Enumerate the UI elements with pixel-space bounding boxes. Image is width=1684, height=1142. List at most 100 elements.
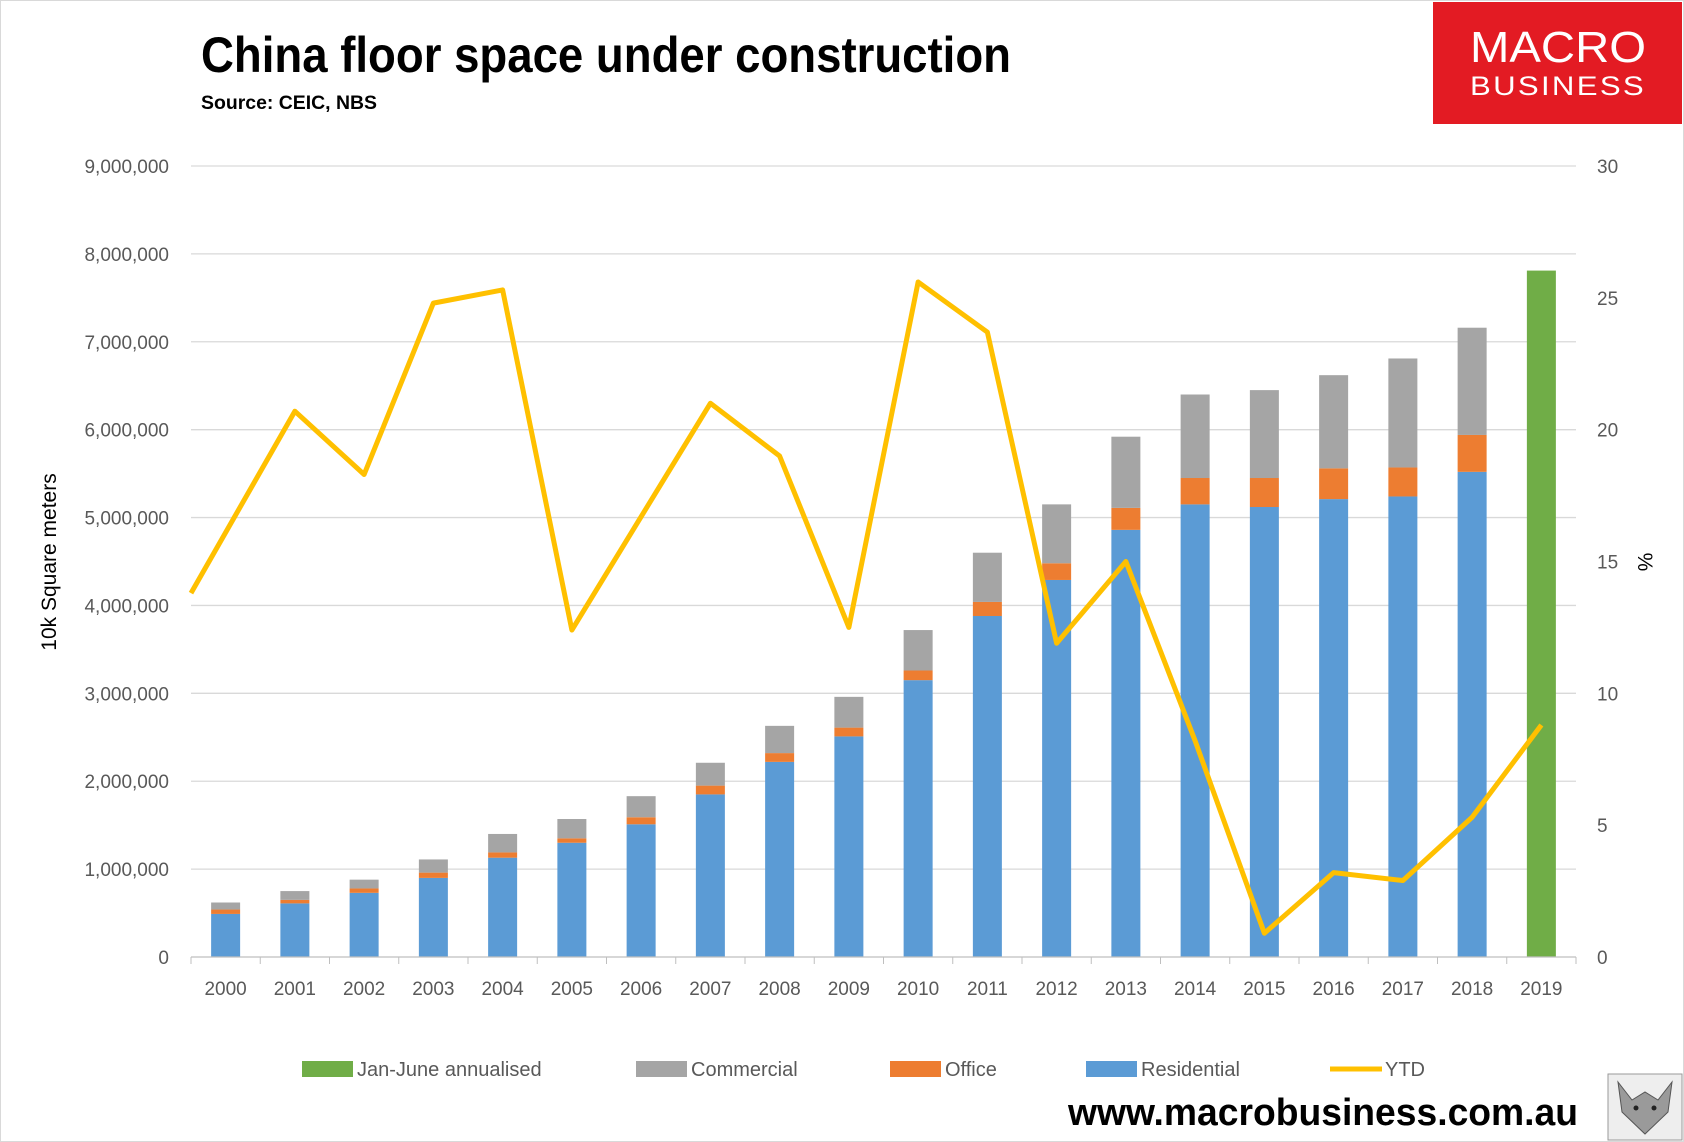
bar-commercial-2004 — [488, 833, 518, 853]
bar-commercial-2012 — [1042, 504, 1072, 564]
legend-label: Residential — [1141, 1059, 1240, 1081]
legend-swatch-office — [890, 1061, 941, 1077]
wolf-logo-image — [1607, 1073, 1683, 1141]
y-tick-label: 0 — [158, 948, 169, 969]
x-tick-label: 2011 — [967, 979, 1008, 1000]
bar-office-2013 — [1111, 507, 1141, 530]
legend-swatch-commercial — [636, 1061, 687, 1077]
bar-commercial-2002 — [349, 879, 379, 889]
bar-residential-2001 — [280, 903, 310, 957]
bar-commercial-2008 — [765, 725, 795, 754]
bar-commercial-2005 — [557, 819, 587, 839]
bar-residential-2009 — [834, 736, 864, 957]
logo-text-business: BUSINESS — [1470, 71, 1646, 101]
x-tick-label: 2010 — [897, 979, 939, 1000]
bar-commercial-2013 — [1111, 436, 1141, 508]
legend-label: Office — [945, 1059, 997, 1081]
wolf-eye-icon — [1633, 1105, 1639, 1111]
y-tick-label: 7,000,000 — [84, 333, 169, 354]
bar-commercial-2014 — [1180, 394, 1210, 479]
bar-jan-june-annualised-2019 — [1526, 270, 1556, 957]
legend-label: Commercial — [691, 1059, 798, 1081]
x-tick-label: 2004 — [481, 979, 524, 1000]
x-tick-label: 2013 — [1105, 979, 1147, 1000]
y-tick-label: 1,000,000 — [84, 860, 169, 881]
y-tick-label: 8,000,000 — [84, 245, 169, 266]
y-tick-label: 9,000,000 — [84, 157, 169, 178]
bar-office-2011 — [972, 601, 1002, 616]
bar-commercial-2001 — [280, 891, 310, 900]
y-tick-label: 4,000,000 — [84, 596, 169, 617]
y-axis-title: 10k Square meters — [38, 473, 61, 650]
bar-commercial-2018 — [1457, 327, 1487, 435]
y2-tick-label: 0 — [1597, 948, 1608, 969]
bar-office-2010 — [903, 670, 933, 681]
y-tick-label: 2,000,000 — [84, 772, 169, 793]
bar-office-2005 — [557, 838, 587, 843]
y2-tick-label: 25 — [1597, 289, 1618, 310]
bar-office-2014 — [1180, 478, 1210, 505]
x-tick-label: 2005 — [551, 979, 593, 1000]
x-tick-label: 2001 — [274, 979, 316, 1000]
ytd-line-group — [188, 279, 1544, 936]
bar-office-2002 — [349, 888, 379, 893]
x-tick-label: 2019 — [1520, 979, 1562, 1000]
bar-office-2008 — [765, 753, 795, 762]
bar-office-2017 — [1388, 467, 1418, 497]
bar-office-2016 — [1319, 468, 1349, 500]
bar-residential-2010 — [903, 680, 933, 957]
y2-tick-label: 15 — [1597, 553, 1618, 574]
bar-residential-2005 — [557, 842, 587, 957]
bar-commercial-2017 — [1388, 358, 1418, 468]
y-tick-label: 5,000,000 — [84, 509, 169, 530]
macrobusiness-logo: MACRO BUSINESS — [1433, 2, 1682, 124]
bar-office-2004 — [488, 852, 518, 858]
x-tick-label: 2014 — [1174, 979, 1217, 1000]
left-axis: 0 1,000,000 2,000,000 3,000,000 4,000,000 5,0… — [84, 157, 169, 969]
chart-title: China floor space under construction — [201, 27, 1011, 83]
bar-residential-2000 — [211, 913, 241, 957]
bar-commercial-2015 — [1249, 390, 1279, 479]
bar-residential-2015 — [1249, 507, 1279, 957]
wolf-eye-icon — [1651, 1105, 1657, 1111]
x-tick-label: 2007 — [689, 979, 731, 1000]
x-tick-label: 2000 — [204, 979, 246, 1000]
legend-label: Jan-June annualised — [357, 1059, 542, 1081]
legend-label: YTD — [1385, 1059, 1425, 1081]
x-tick-label: 2012 — [1035, 979, 1077, 1000]
bar-commercial-2006 — [626, 796, 656, 818]
bar-office-2003 — [418, 872, 448, 878]
bar-residential-2008 — [765, 761, 795, 957]
x-tick-label: 2016 — [1312, 979, 1354, 1000]
bar-commercial-2010 — [903, 630, 933, 671]
bar-office-2007 — [695, 785, 725, 795]
bar-commercial-2011 — [972, 552, 1002, 602]
bar-residential-2002 — [349, 892, 379, 957]
logo-text-macro: MACRO — [1470, 23, 1646, 72]
logo-background — [1433, 2, 1682, 124]
x-tick-label: 2018 — [1451, 979, 1493, 1000]
website-url[interactable]: www.macrobusiness.com.au — [1067, 1092, 1578, 1134]
bar-office-2006 — [626, 817, 656, 825]
legend-swatch-jan-june-annualised — [302, 1061, 353, 1077]
bar-office-2001 — [280, 899, 310, 904]
bar-commercial-2016 — [1319, 375, 1349, 469]
bar-office-2015 — [1249, 478, 1279, 508]
right-axis: 0 5 10 15 20 25 30 — [1597, 157, 1618, 969]
x-axis: 2000 2001 2002 2003 2004 2005 2006 2007 2008 2009… — [190, 956, 1577, 1000]
bar-residential-2004 — [488, 857, 518, 957]
x-tick-label: 2006 — [620, 979, 662, 1000]
bar-residential-2007 — [695, 794, 725, 957]
bar-residential-2017 — [1388, 496, 1418, 957]
y2-axis-title: % — [1633, 553, 1656, 572]
x-tick-label: 2009 — [828, 979, 870, 1000]
y-tick-label: 6,000,000 — [84, 421, 169, 442]
bar-commercial-2000 — [211, 902, 241, 910]
bar-office-2012 — [1042, 563, 1072, 580]
x-tick-label: 2008 — [758, 979, 800, 1000]
bar-residential-2018 — [1457, 471, 1487, 957]
y2-tick-label: 10 — [1597, 684, 1618, 705]
y-tick-label: 3,000,000 — [84, 684, 169, 705]
